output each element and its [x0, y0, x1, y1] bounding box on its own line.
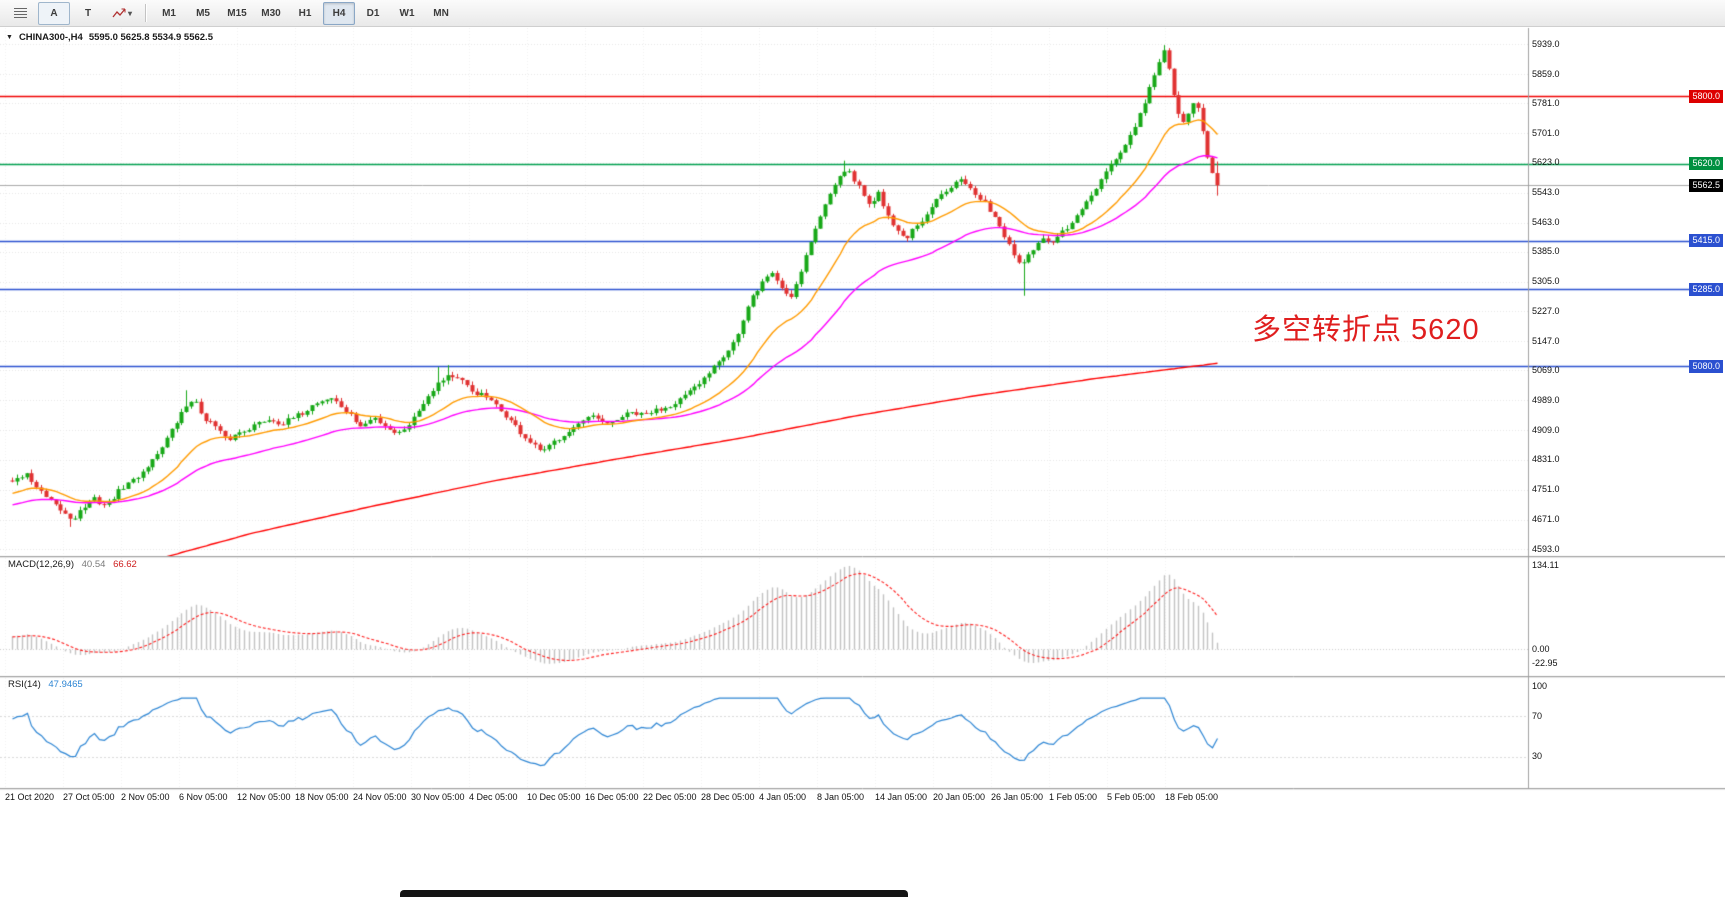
price-axis-label: 5147.0 [1532, 335, 1560, 346]
time-axis-label: 14 Jan 05:00 [875, 792, 928, 802]
time-axis-label: 21 Oct 2020 [5, 792, 55, 802]
price-tag-5285.0: 5285.0 [1689, 282, 1723, 296]
time-axis-label: 2 Nov 05:00 [121, 792, 170, 802]
time-axis-label: 1 Feb 05:00 [1049, 792, 1098, 802]
dropdown-caret-icon: ▾ [128, 8, 133, 18]
bid-price-tag: 5562.5 [1689, 178, 1723, 192]
price-axis-label: 5701.0 [1532, 127, 1560, 138]
price-axis-label: 4593.0 [1532, 543, 1560, 554]
time-axis-label: 4 Jan 05:00 [759, 792, 807, 802]
rsi-value: 47.9465 [48, 679, 83, 690]
time-axis-label: 6 Nov 05:00 [179, 792, 228, 802]
macd-axis-label: 134.11 [1532, 560, 1559, 571]
taskbar-edge[interactable] [400, 890, 908, 897]
arrow-tool-icon [112, 8, 126, 18]
price-axis-label: 5939.0 [1532, 38, 1560, 49]
arrow-tool-button[interactable]: ▾ [106, 2, 138, 25]
timeframe-w1[interactable]: W1 [399, 7, 415, 19]
time-axis-label: 12 Nov 05:00 [237, 792, 291, 802]
macd-main-value: 40.54 [81, 559, 106, 570]
chart-annotation-text: 多空转折点 5620 [1252, 314, 1480, 346]
chart-list-icon [13, 8, 27, 18]
chart-collapse-icon[interactable]: ▼ [6, 34, 13, 41]
price-axis-label: 5463.0 [1532, 217, 1560, 228]
time-axis-label: 18 Nov 05:00 [295, 792, 349, 802]
time-axis-label: 26 Jan 05:00 [991, 792, 1044, 802]
time-axis-label: 22 Dec 05:00 [643, 792, 697, 802]
timeframe-m5[interactable]: M5 [196, 7, 210, 19]
macd-name: MACD(12,26,9) [8, 559, 74, 570]
macd-signal-value: 66.62 [113, 559, 137, 570]
chart-ohlc-values: 5595.0 5625.8 5534.9 5562.5 [88, 32, 213, 43]
price-tag-5415.0: 5415.0 [1689, 234, 1723, 248]
time-axis-label: 18 Feb 05:00 [1165, 792, 1219, 802]
toolbar: A T ▾ M1 M5 M15 M30 H1 H4 D1 W1 MN [0, 0, 1725, 27]
price-axis-label: 4831.0 [1532, 454, 1560, 465]
price-axis-label: 5543.0 [1532, 187, 1560, 198]
chart-ohlc-title: ▼ CHINA300-,H4 5595.0 5625.8 5534.9 5562… [6, 32, 213, 43]
price-axis-label: 5305.0 [1532, 276, 1560, 287]
macd-axis-label: -22.95 [1532, 658, 1558, 669]
chart-list-button[interactable] [4, 2, 36, 25]
macd-axis-label: 0.00 [1532, 644, 1550, 654]
timeframe-h1[interactable]: H1 [298, 7, 312, 19]
timeframe-m1[interactable]: M1 [162, 7, 176, 19]
price-axis-label: 5623.0 [1532, 157, 1560, 168]
time-axis-label: 28 Dec 05:00 [701, 792, 755, 802]
price-axis-label: 4751.0 [1532, 484, 1560, 495]
macd-indicator-label: MACD(12,26,9) 40.54 66.62 [8, 559, 137, 570]
price-axis-label: 5859.0 [1532, 68, 1560, 79]
rsi-indicator-label: RSI(14) 47.9465 [8, 679, 83, 690]
rsi-axis-label: 70 [1532, 710, 1543, 721]
price-axis-label: 4989.0 [1532, 394, 1560, 405]
text-tool-label: T [84, 7, 92, 19]
toolbar-separator [145, 4, 147, 22]
time-axis-label: 27 Oct 05:00 [63, 792, 115, 802]
time-axis-label: 24 Nov 05:00 [353, 792, 407, 802]
time-axis-label: 20 Jan 05:00 [933, 792, 986, 802]
chart-symbol-timeframe: CHINA300-,H4 [18, 32, 83, 43]
timeframe-m15[interactable]: M15 [227, 7, 247, 19]
price-axis-label: 4909.0 [1532, 424, 1560, 435]
timeframe-mn[interactable]: MN [433, 7, 449, 19]
price-axis-label: 5385.0 [1532, 246, 1560, 257]
price-axis-label: 5781.0 [1532, 97, 1560, 108]
price-axis-label: 5069.0 [1532, 364, 1560, 375]
timeframe-h4[interactable]: H4 [323, 1, 356, 25]
time-axis-label: 30 Nov 05:00 [411, 792, 465, 802]
time-axis-label: 8 Jan 05:00 [817, 792, 865, 802]
price-tag-5800.0: 5800.0 [1689, 89, 1723, 103]
time-axis-label: 10 Dec 05:00 [527, 792, 581, 802]
price-tag-5620.0: 5620.0 [1689, 157, 1723, 171]
timeframe-d1[interactable]: D1 [366, 7, 380, 19]
timeframe-m30[interactable]: M30 [261, 7, 281, 19]
price-axis-label: 5227.0 [1532, 305, 1560, 316]
time-axis-label: 5 Feb 05:00 [1107, 792, 1156, 802]
annotation-tool-label: A [50, 7, 58, 19]
price-axis-label: 4671.0 [1532, 514, 1560, 525]
time-axis-label: 4 Dec 05:00 [469, 792, 518, 802]
rsi-axis-label: 100 [1532, 680, 1548, 691]
text-tool-button[interactable]: T [72, 2, 104, 25]
time-axis-label: 16 Dec 05:00 [585, 792, 639, 802]
annotation-tool-button[interactable]: A [38, 1, 70, 25]
rsi-axis-label: 30 [1532, 751, 1543, 762]
rsi-name: RSI(14) [8, 679, 41, 690]
timeframe-group: M1 M5 M15 M30 H1 H4 D1 W1 MN [152, 1, 458, 25]
price-tag-5080.0: 5080.0 [1689, 359, 1723, 373]
